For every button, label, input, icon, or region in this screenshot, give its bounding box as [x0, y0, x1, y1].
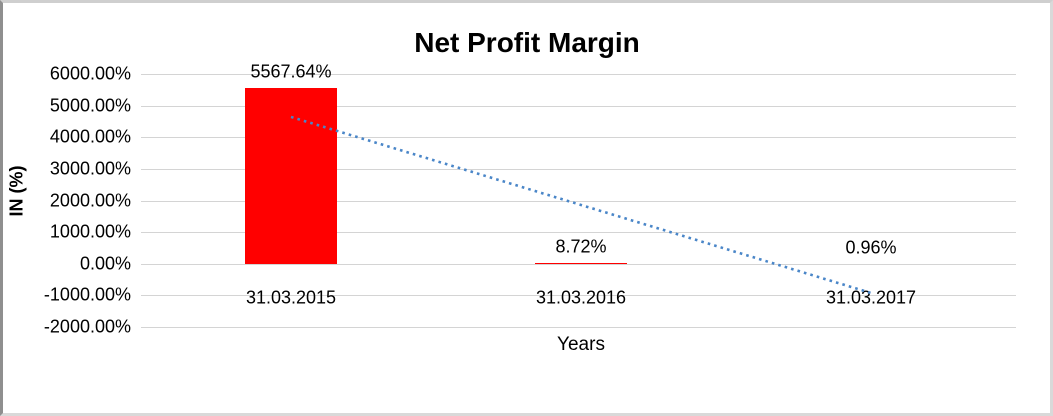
y-gridline: [141, 295, 1016, 297]
x-axis-category-label: 31.03.2015: [245, 287, 337, 308]
y-axis-tick-label: 1000.00%: [49, 221, 131, 242]
y-axis-tick-label: 5000.00%: [49, 95, 131, 116]
y-axis-title: IN (%): [6, 165, 27, 217]
y-gridline: [141, 263, 1016, 265]
y-axis-tick-label: -1000.00%: [43, 284, 131, 305]
y-axis-tick-label: 4000.00%: [49, 126, 131, 147]
x-axis-category-label: 31.03.2016: [535, 287, 627, 308]
y-axis-tick-label: 6000.00%: [49, 63, 131, 84]
y-axis-tick-label: 2000.00%: [49, 190, 131, 210]
chart-title: Net Profit Margin: [414, 27, 640, 58]
y-axis-tick-label: 0.00%: [79, 253, 131, 274]
y-gridline: [141, 327, 1016, 328]
y-axis-tick-label: 3000.00%: [49, 158, 131, 179]
y-axis-tick-label: -2000.00%: [43, 316, 131, 337]
data-label-31.03.2016: 8.72%: [555, 236, 607, 257]
y-gridline: [141, 105, 1016, 107]
x-axis-title: Years: [557, 334, 605, 355]
x-axis-category-label: 31.03.2017: [825, 287, 917, 308]
data-label-31.03.2015: 5567.64%: [250, 61, 332, 82]
trendline: [290, 115, 872, 295]
data-label-31.03.2017: 0.96%: [845, 237, 897, 258]
bar-31.03.2015: [245, 87, 337, 264]
y-gridline: [141, 74, 1016, 75]
